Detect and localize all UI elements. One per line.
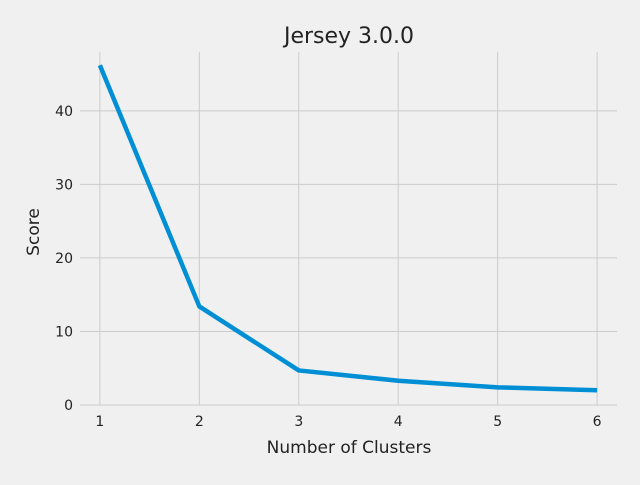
series-line [100, 65, 597, 390]
x-tick-label: 4 [394, 414, 403, 430]
x-tick-label: 6 [593, 414, 602, 430]
x-axis-label: Number of Clusters [267, 438, 432, 458]
x-tick-label: 5 [493, 414, 502, 430]
y-tick-label: 30 [55, 177, 73, 193]
series-lines [100, 65, 597, 390]
grid-lines [80, 52, 617, 405]
y-tick-label: 20 [55, 251, 73, 267]
y-tick-label: 10 [55, 324, 73, 340]
x-tick-label: 1 [95, 414, 104, 430]
y-tick-label: 0 [64, 398, 73, 414]
x-tick-label: 2 [195, 414, 204, 430]
y-tick-label: 40 [55, 104, 73, 120]
chart-title: Jersey 3.0.0 [282, 24, 414, 49]
y-axis-label: Score [24, 208, 44, 256]
x-tick-label: 3 [294, 414, 303, 430]
